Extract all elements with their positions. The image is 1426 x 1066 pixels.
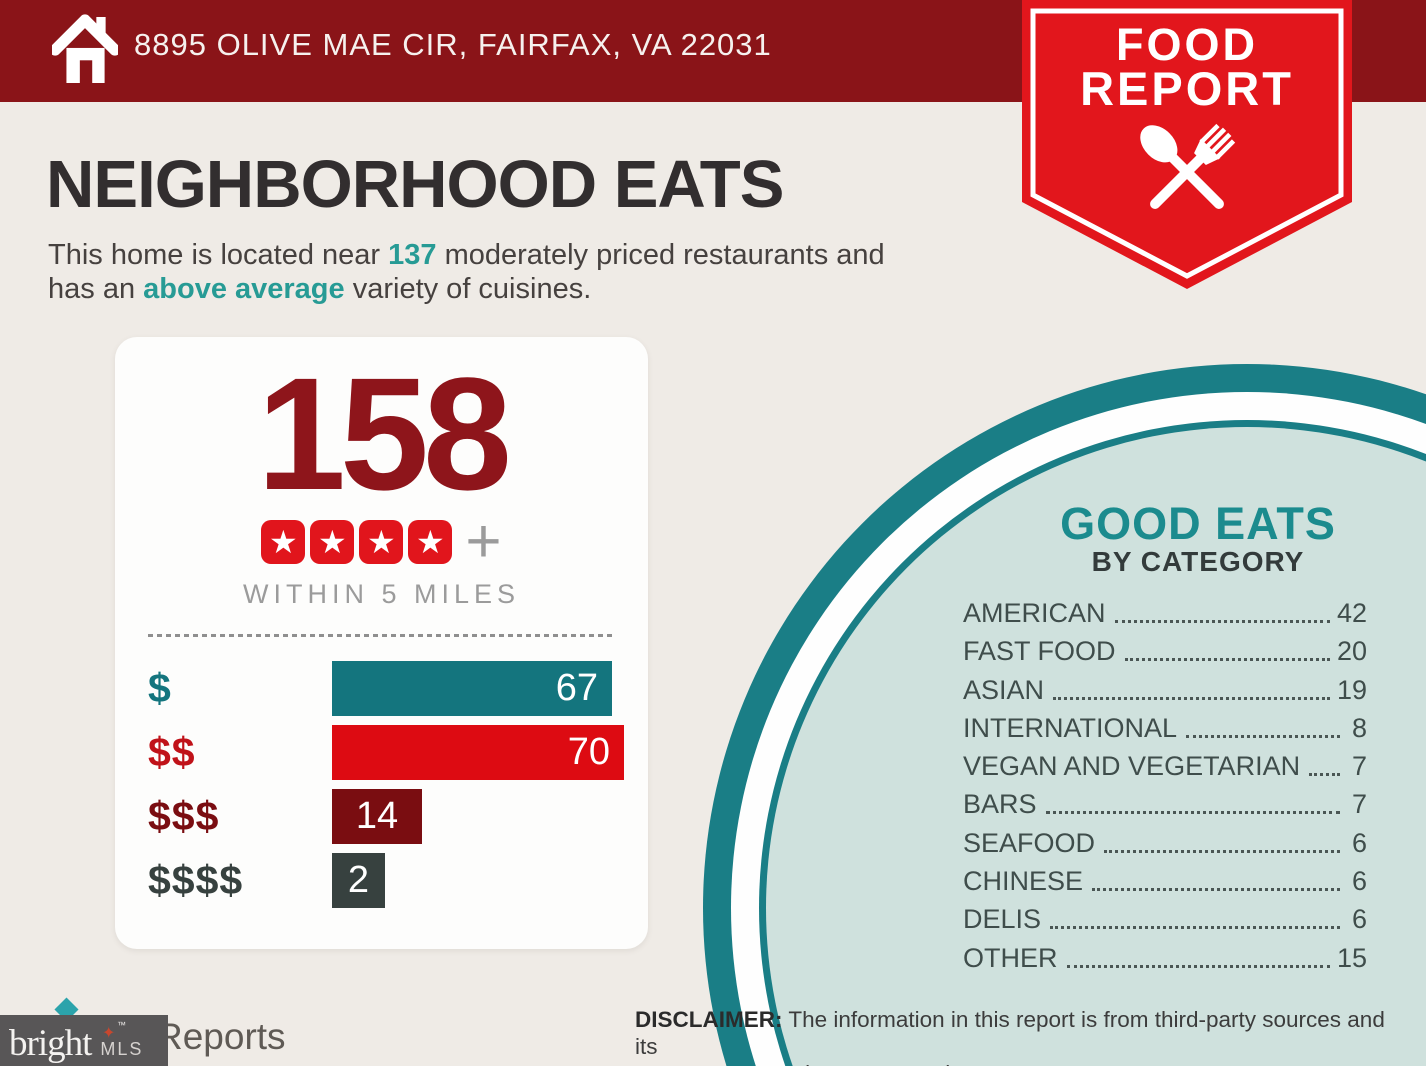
star-icon: ★ (261, 520, 306, 564)
category-row: OTHER 15 (963, 942, 1367, 974)
dashed-divider (148, 634, 616, 637)
dot-leader (1104, 849, 1340, 853)
category-row: ASIAN 19 (963, 674, 1367, 706)
price-bar: 70 (332, 725, 624, 780)
category-row: BARS 7 (963, 789, 1367, 820)
category-value: 6 (1351, 904, 1367, 935)
intro-text: This home is located near 137 moderately… (48, 238, 885, 306)
star-icon: ★ (408, 520, 453, 564)
good-eats-title: GOOD EATS (1060, 498, 1336, 549)
good-eats-subtitle: BY CATEGORY (1091, 546, 1305, 577)
dot-leader (1092, 888, 1340, 892)
category-value: 19 (1336, 674, 1367, 705)
category-label: INTERNATIONAL (963, 712, 1178, 743)
bright-mls-logo: bright ✦ ™ MLS (0, 1015, 168, 1066)
category-row: VEGAN AND VEGETARIAN 7 (963, 751, 1367, 782)
intro-line1: This home is located near 137 moderately… (48, 239, 885, 271)
price-bar-row: $$ 70 (115, 725, 648, 780)
price-level-label: $ (148, 665, 172, 711)
category-value: 15 (1336, 942, 1367, 973)
category-label: SEAFOOD (963, 827, 1096, 858)
home-icon (52, 14, 118, 83)
price-bar-value: 70 (567, 731, 610, 773)
price-bar-row: $$$$ 2 (115, 853, 648, 908)
restaurant-count: 137 (388, 239, 437, 271)
category-label: CHINESE (963, 866, 1084, 897)
category-row: AMERICAN 42 (963, 598, 1367, 629)
star-icon: ★ (310, 520, 355, 564)
disclaimer-label: DISCLAIMER: (635, 1007, 783, 1032)
dot-leader (1053, 696, 1330, 700)
dot-leader (1066, 964, 1330, 968)
price-bar-row: $ 67 (115, 661, 648, 716)
price-bar: 14 (332, 789, 422, 844)
category-value: 6 (1351, 866, 1367, 897)
crossed-utensils-icon (1140, 123, 1236, 209)
category-row: FAST FOOD 20 (963, 636, 1367, 667)
dot-leader (1114, 620, 1330, 623)
category-label: BARS (963, 789, 1037, 820)
price-bar-row: $$$ 14 (115, 789, 648, 844)
category-value: 20 (1336, 636, 1367, 667)
price-bar-value: 14 (355, 795, 399, 837)
dot-leader (1124, 658, 1330, 662)
category-label: OTHER (963, 942, 1058, 973)
star-icon: ★ (359, 520, 404, 564)
category-label: VEGAN AND VEGETARIAN (963, 751, 1301, 782)
category-label: ASIAN (963, 674, 1045, 705)
total-restaurant-count: 158 (257, 344, 512, 523)
food-report-badge: FOOD REPORT (1022, 0, 1352, 289)
badge-title-line1: FOOD (1116, 19, 1258, 70)
dot-leader (1050, 926, 1340, 930)
radius-label: WITHIN 5 MILES (242, 579, 521, 609)
category-label: DELIS (963, 904, 1042, 935)
bright-wordmark: bright (9, 1023, 92, 1064)
page-title: NEIGHBORHOOD EATS (46, 147, 784, 222)
reports-wordmark: Reports (156, 1016, 286, 1057)
variety-highlight: above average (143, 273, 345, 305)
price-bar: 2 (332, 853, 385, 908)
price-bar: 67 (332, 661, 612, 716)
price-bar-value: 2 (347, 859, 370, 901)
disclaimer: DISCLAIMER: The information in this repo… (635, 1007, 1385, 1066)
dot-leader (1186, 734, 1340, 738)
badge-ribbon (1022, 0, 1352, 289)
price-bar-value: 67 (555, 667, 598, 709)
dot-leader (1309, 773, 1340, 777)
category-row: DELIS 6 (963, 904, 1367, 935)
summary-card: 158 ★ ★ ★ ★ + WITHIN 5 MILES $ 67 $$ 70 … (115, 337, 648, 949)
price-level-label: $$ (148, 729, 196, 775)
badge-title-line2: REPORT (1080, 62, 1294, 115)
intro-line2: has an above average variety of cuisines… (48, 273, 592, 305)
category-label: AMERICAN (963, 598, 1106, 628)
category-row: CHINESE 6 (963, 866, 1367, 897)
dot-leader (1045, 811, 1340, 815)
price-level-label: $$$ (148, 793, 220, 839)
category-value: 7 (1351, 789, 1367, 820)
category-value: 7 (1351, 751, 1367, 782)
category-value: 42 (1336, 598, 1367, 628)
category-value: 8 (1351, 712, 1367, 743)
category-row: SEAFOOD 6 (963, 827, 1367, 859)
star-rating: ★ ★ ★ ★ + (115, 507, 648, 576)
category-row: INTERNATIONAL 8 (963, 712, 1367, 744)
category-value: 6 (1351, 827, 1367, 858)
plus-icon: + (465, 507, 502, 576)
price-level-label: $$$$ (148, 857, 244, 903)
bright-star-icon: ✦ (102, 1025, 116, 1042)
mls-wordmark: MLS (100, 1039, 144, 1059)
trademark-symbol: ™ (117, 1020, 126, 1030)
property-address: 8895 OLIVE MAE CIR, FAIRFAX, VA 22031 (134, 27, 772, 62)
category-label: FAST FOOD (963, 636, 1116, 667)
price-bar-chart: $ 67 $$ 70 $$$ 14 $$$$ 2 (115, 661, 648, 917)
category-list: AMERICAN 42 FAST FOOD 20 ASIAN 19 INTERNATI… (963, 598, 1367, 984)
